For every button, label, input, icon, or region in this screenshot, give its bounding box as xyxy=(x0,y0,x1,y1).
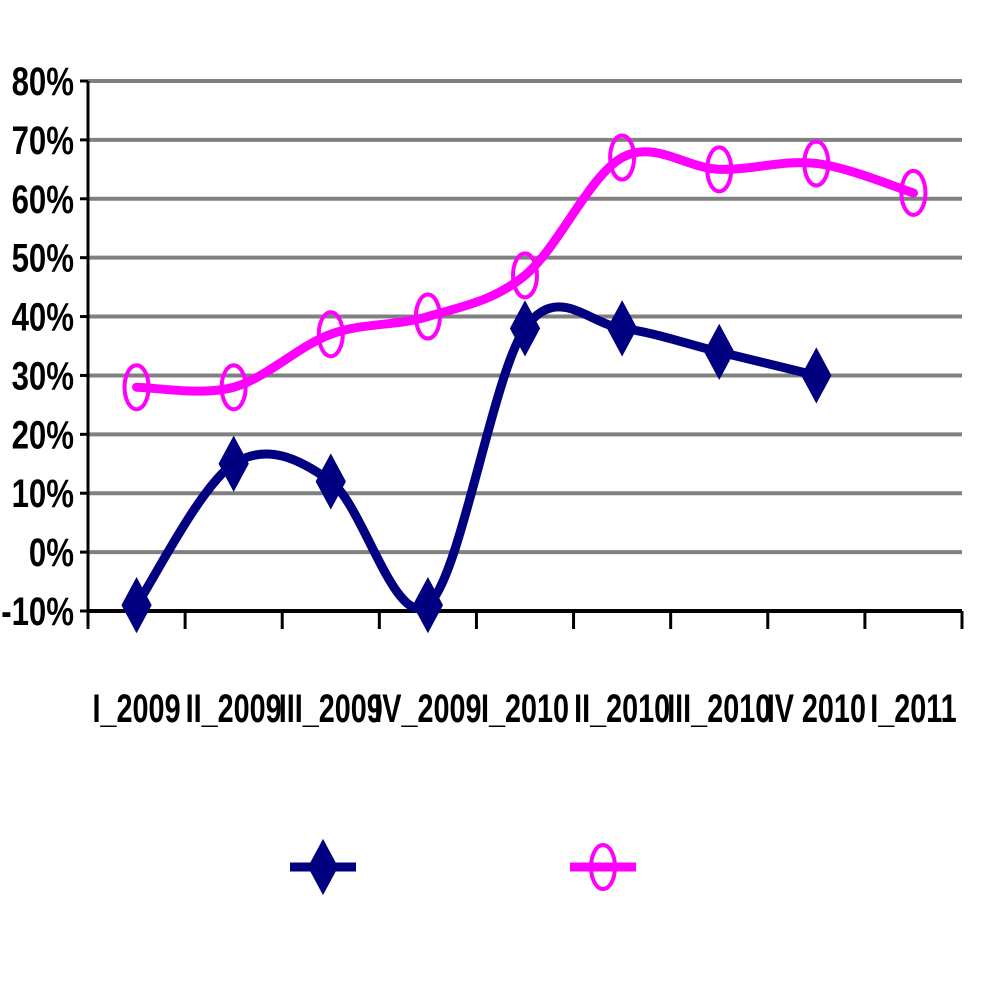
data-point-diamond xyxy=(606,300,638,357)
data-point-circle xyxy=(608,133,637,182)
x-tick-label: III_2010 xyxy=(667,686,771,731)
x-tick-label: II_2010 xyxy=(574,686,670,731)
x-tick-label: I_2011 xyxy=(870,686,956,731)
y-axis-tick-labels: 80% 70% 60% 50% 40% 30% 20% 10% 0% -10% xyxy=(1,59,74,634)
series-2 xyxy=(122,133,928,412)
data-point-circle xyxy=(316,310,345,359)
y-tick-label: 20% xyxy=(12,413,74,458)
legend-item-2 xyxy=(570,843,636,891)
data-point-diamond xyxy=(801,347,832,404)
data-point-circle xyxy=(219,363,248,412)
data-point-circle xyxy=(705,145,734,194)
data-point-circle xyxy=(511,251,539,300)
data-point-diamond xyxy=(121,577,152,634)
data-point-circle xyxy=(413,292,442,341)
x-tick-label: III_2009 xyxy=(279,686,383,731)
y-tick-label: 10% xyxy=(12,472,74,517)
y-tick-label: 40% xyxy=(12,295,74,340)
data-point-diamond xyxy=(315,453,346,510)
x-tick-label: II_2009 xyxy=(186,686,282,731)
y-tick-label: 30% xyxy=(12,354,74,399)
y-tick-label: 60% xyxy=(12,177,74,222)
axes xyxy=(80,79,964,629)
series-line xyxy=(132,147,918,396)
y-tick-label: 0% xyxy=(29,530,74,575)
data-point-diamond xyxy=(412,577,444,634)
data-point-circle xyxy=(899,168,928,217)
series-1 xyxy=(121,300,832,634)
data-point-diamond xyxy=(218,435,249,492)
legend-circle-marker xyxy=(589,843,617,891)
x-tick-label: IV_2009 xyxy=(374,686,481,731)
y-tick-label: -10% xyxy=(1,589,74,634)
data-point-diamond xyxy=(509,300,541,357)
x-tick-label: IV 2010 xyxy=(767,686,866,731)
data-point-diamond xyxy=(704,323,735,380)
y-tick-label: 70% xyxy=(12,118,74,163)
legend xyxy=(290,838,636,896)
data-point-circle xyxy=(122,363,151,412)
data-point-circle xyxy=(802,139,831,188)
legend-item-1 xyxy=(290,838,356,896)
x-tick-label: I_2009 xyxy=(93,686,181,731)
series-layer xyxy=(121,133,928,634)
y-tick-label: 50% xyxy=(12,236,74,281)
legend-diamond-marker xyxy=(307,838,339,896)
x-tick-label: I_2010 xyxy=(481,686,569,731)
y-tick-label: 80% xyxy=(12,59,74,104)
